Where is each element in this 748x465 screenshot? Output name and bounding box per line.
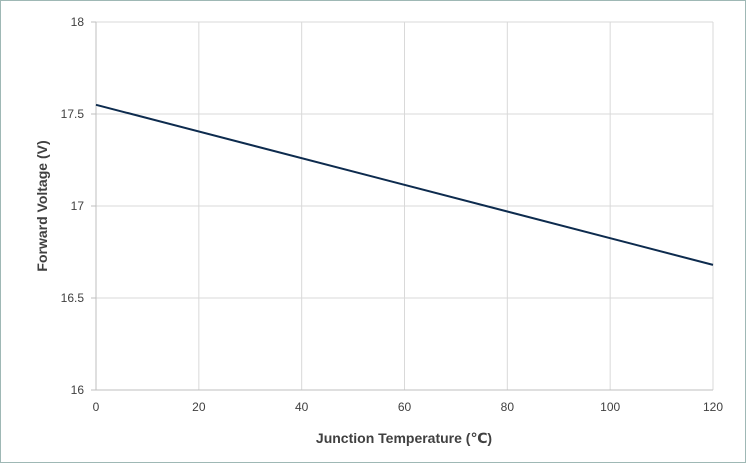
y-tick-label: 17 [71,199,85,213]
axes [91,21,713,391]
y-tick-label: 18 [71,15,85,29]
x-tick-label: 40 [295,400,309,414]
x-tick-label: 120 [703,400,723,414]
y-axis-title: Forward Voltage (V) [34,140,50,271]
x-tick-label: 100 [600,400,620,414]
x-tick-label: 60 [398,400,412,414]
x-tick-labels: 0 20 40 60 80 100 120 [93,400,724,414]
y-tick-labels: 16 16.5 17 17.5 18 [61,15,85,397]
series-lines [95,103,714,266]
x-tick-label: 20 [192,400,206,414]
x-tick-label: 0 [93,400,100,414]
series-line-0 [95,103,714,266]
y-tick-label: 17.5 [61,107,85,121]
y-tick-label: 16 [71,383,85,397]
grid-lines [96,21,714,390]
y-tick-label: 16.5 [61,291,85,305]
x-axis-title: Junction Temperature (℃) [316,430,492,446]
x-tick-label: 80 [501,400,515,414]
